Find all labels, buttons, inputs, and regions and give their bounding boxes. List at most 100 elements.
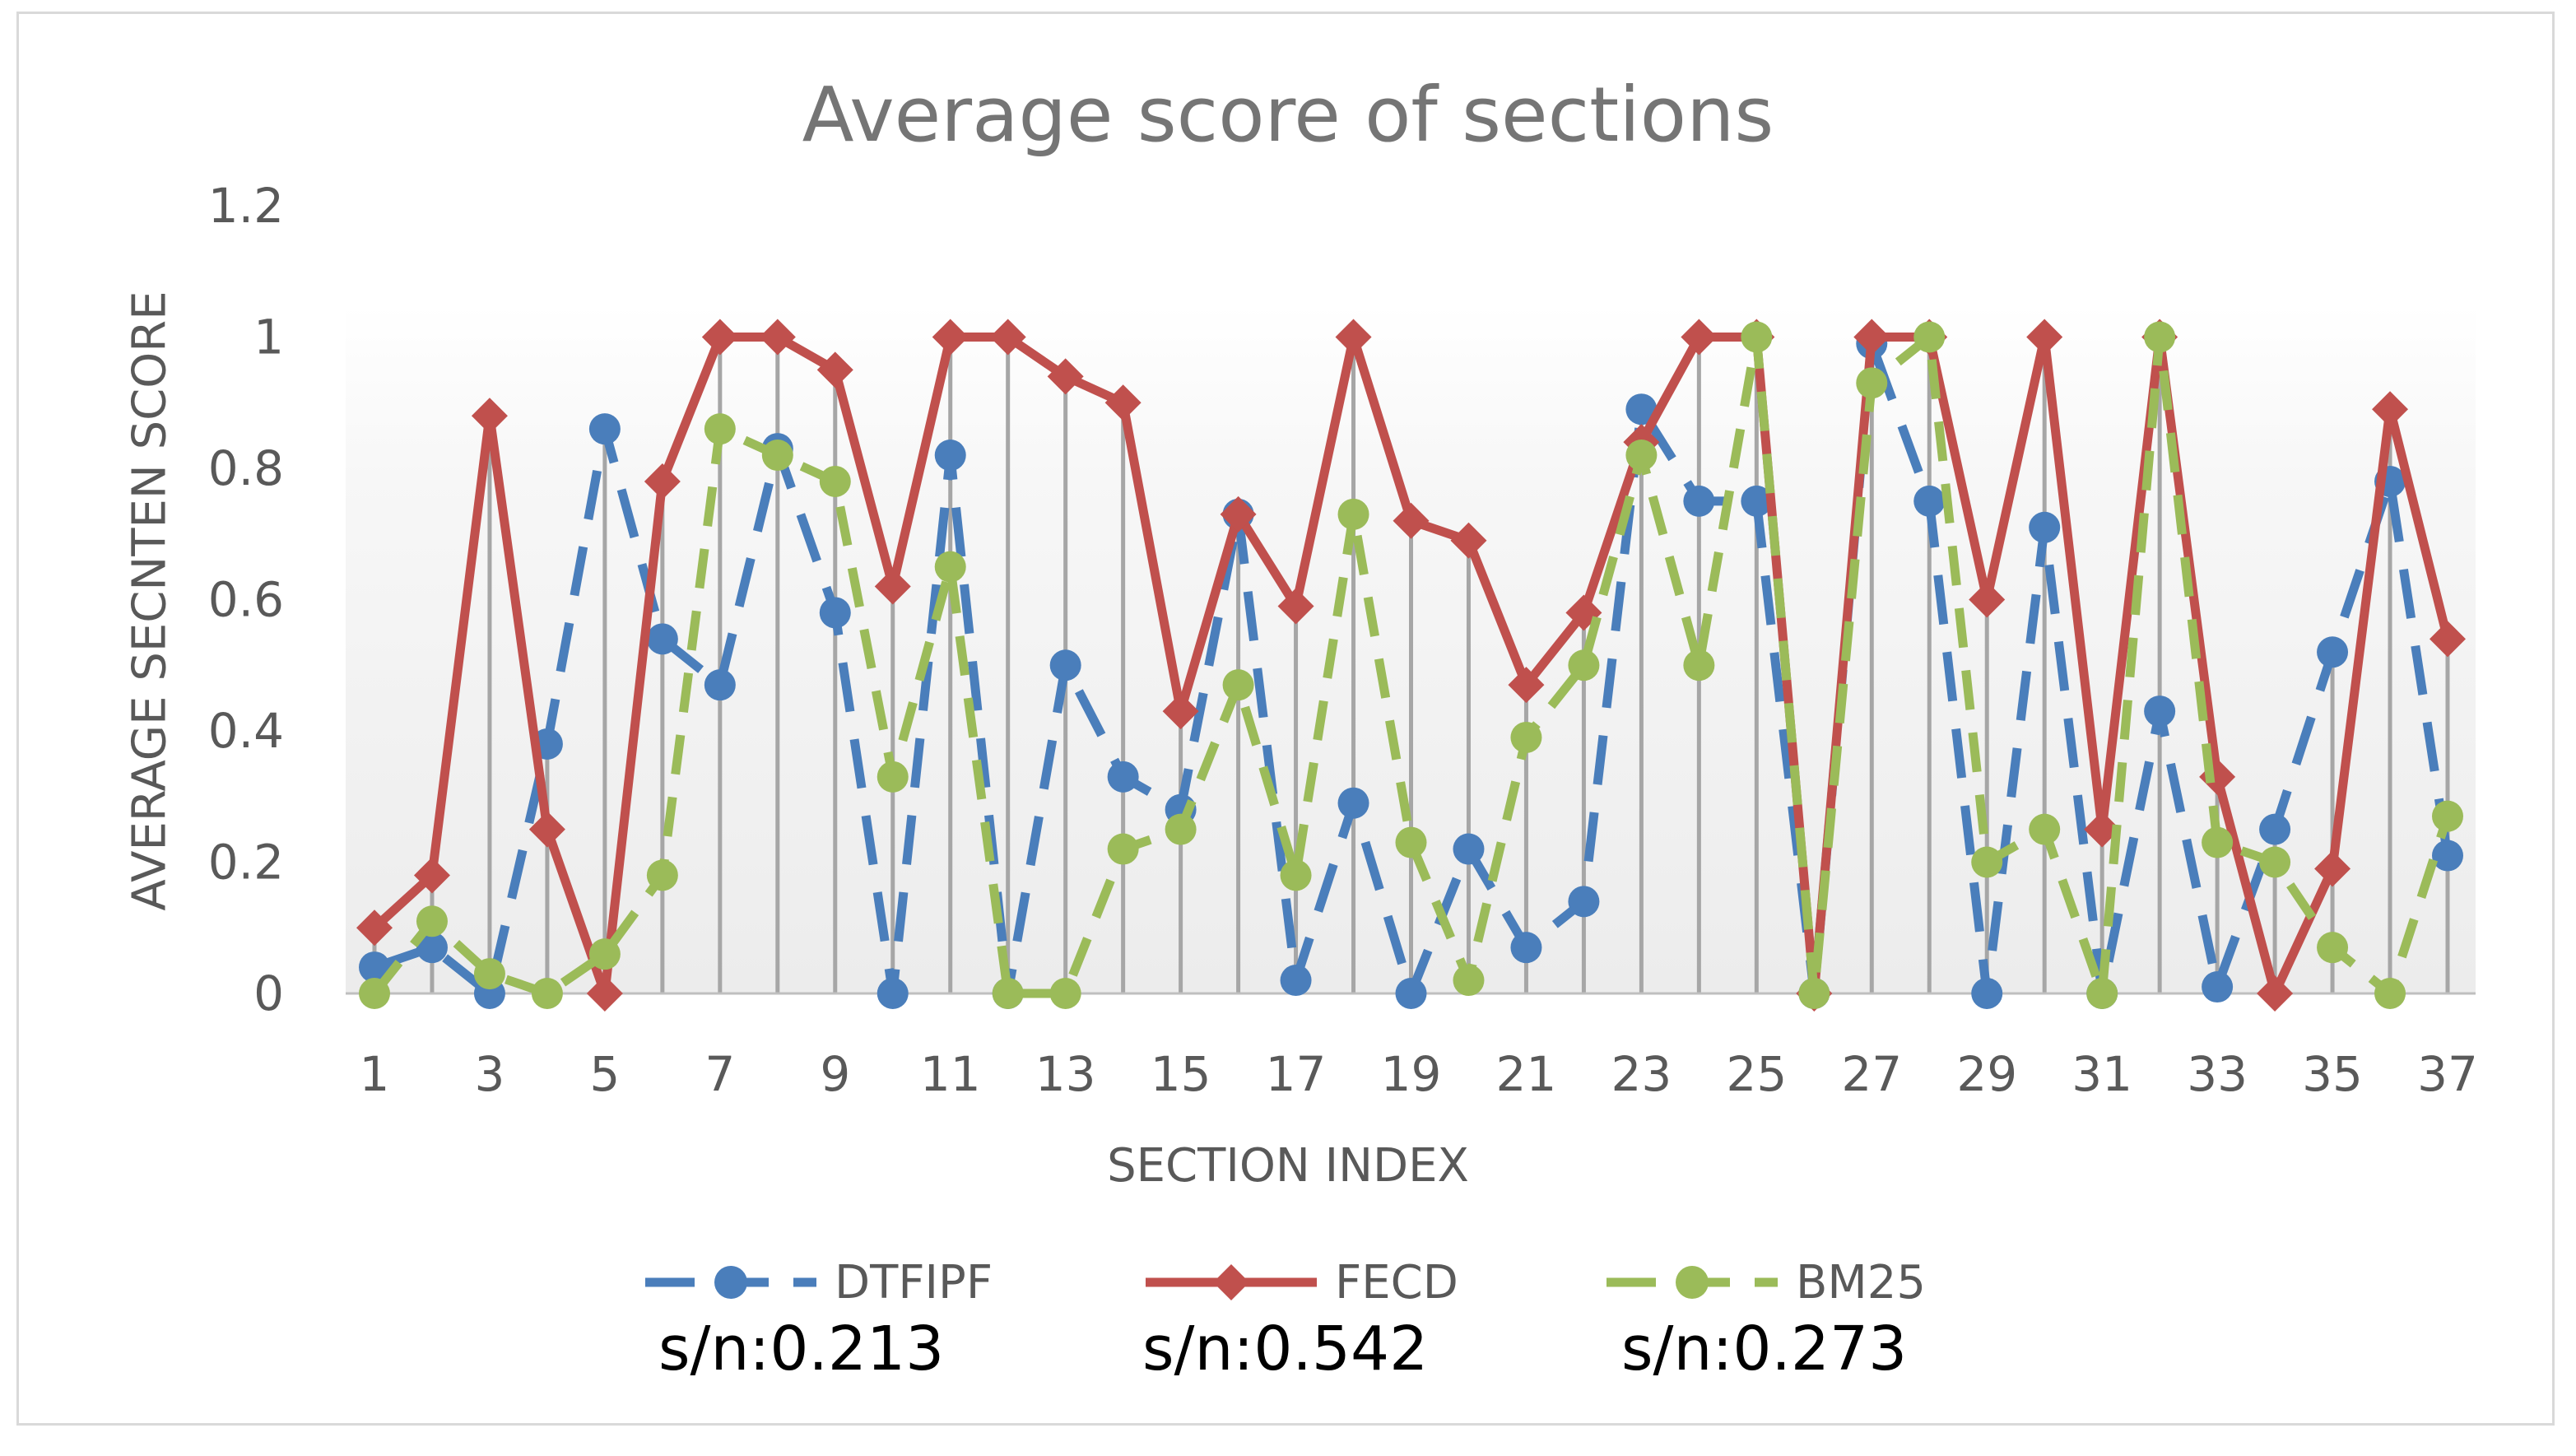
data-point — [1337, 498, 1369, 530]
data-point — [1683, 649, 1715, 681]
x-tick-label: 23 — [1611, 1046, 1672, 1102]
y-tick-label: 0.6 — [208, 572, 284, 628]
legend-item-bm25: BM25 — [1602, 1249, 1926, 1315]
legend-swatch-bm25-icon — [1607, 1266, 1778, 1299]
x-tick-label: 1 — [360, 1046, 390, 1102]
data-point — [934, 551, 966, 583]
data-point — [876, 978, 909, 1009]
x-tick-label: 31 — [2071, 1046, 2132, 1102]
data-point — [1625, 440, 1658, 472]
legend-swatch-dtfipf-icon — [645, 1266, 816, 1299]
data-point — [2372, 391, 2409, 428]
y-tick-label: 1 — [253, 309, 284, 365]
data-point — [1337, 787, 1369, 819]
data-point — [704, 669, 736, 701]
x-tick-label: 15 — [1151, 1046, 1211, 1102]
x-tick-label: 27 — [1841, 1046, 1902, 1102]
data-point — [1165, 813, 1197, 845]
y-tick-label: 1.2 — [208, 178, 284, 234]
x-tick-label: 33 — [2187, 1046, 2248, 1102]
x-tick-label: 9 — [820, 1046, 850, 1102]
data-point — [704, 413, 736, 445]
data-point — [588, 413, 621, 445]
x-ticks: 1 3 5 7 9 11 13 15 17 19 21 23 25 27 29 31 33 35 37 — [360, 1046, 2478, 1102]
data-point — [2374, 978, 2406, 1009]
data-point — [413, 857, 450, 894]
data-point — [1220, 495, 1257, 533]
y-ticks: 0 0.2 0.4 0.6 0.8 1 1.2 — [208, 178, 284, 1021]
data-point — [989, 319, 1026, 356]
data-point — [646, 623, 678, 655]
data-point — [2430, 621, 2466, 658]
chart-frame — [16, 12, 2555, 1426]
data-point — [2317, 636, 2349, 668]
data-point — [473, 958, 505, 990]
data-point — [1395, 826, 1427, 858]
data-point — [2259, 813, 2291, 845]
data-point — [1162, 693, 1199, 730]
data-point — [2202, 971, 2234, 1003]
data-point — [588, 938, 621, 970]
series-layer — [356, 319, 2466, 1012]
data-point — [1568, 649, 1600, 681]
annotation-fecd: s/n:0.542 — [1142, 1314, 1429, 1384]
data-point — [416, 905, 448, 937]
chart-title: Average score of sections — [802, 71, 1774, 159]
x-tick-label: 3 — [474, 1046, 505, 1102]
data-point — [1222, 669, 1254, 701]
data-point — [1971, 846, 2003, 878]
data-point — [356, 909, 393, 947]
data-point — [586, 975, 623, 1012]
data-point — [2086, 978, 2118, 1009]
x-axis-label: SECTION INDEX — [1107, 1139, 1469, 1193]
data-point — [1047, 358, 1084, 395]
data-point — [992, 978, 1024, 1009]
data-point — [2144, 321, 2176, 353]
x-tick-label: 7 — [704, 1046, 735, 1102]
data-point — [531, 978, 563, 1009]
annotation-bm25: s/n:0.273 — [1621, 1314, 1908, 1384]
data-point — [644, 463, 681, 500]
x-tick-label: 13 — [1035, 1046, 1096, 1102]
x-tick-label: 11 — [920, 1046, 981, 1102]
legend-item-dtfipf: DTFIPF — [640, 1249, 993, 1315]
data-point — [2257, 975, 2294, 1012]
data-point — [2432, 800, 2463, 832]
series-fecd — [356, 319, 2466, 1012]
data-point — [1450, 522, 1487, 559]
data-point — [1913, 321, 1946, 353]
data-point — [1049, 978, 1081, 1009]
data-point — [759, 319, 796, 356]
data-point — [1969, 581, 2006, 618]
data-point — [1393, 502, 1430, 539]
data-point — [646, 859, 678, 891]
y-tick-label: 0 — [253, 965, 284, 1021]
x-tick-label: 19 — [1381, 1046, 1442, 1102]
data-point — [1510, 932, 1542, 964]
data-point — [1625, 393, 1658, 426]
series-bm25 — [359, 321, 2463, 1009]
data-point — [416, 932, 448, 964]
data-point — [1049, 649, 1081, 681]
x-tick-label: 25 — [1726, 1046, 1787, 1102]
data-point — [932, 319, 969, 356]
data-point — [1741, 321, 1773, 353]
data-point — [1683, 485, 1715, 517]
data-point — [876, 761, 909, 793]
data-point — [2144, 695, 2176, 728]
y-tick-label: 0.2 — [208, 835, 284, 891]
data-point — [1107, 833, 1139, 865]
data-point — [2314, 850, 2351, 887]
data-point — [2259, 846, 2291, 878]
legend-label-fecd: FECD — [1335, 1255, 1458, 1309]
data-point — [1280, 859, 1312, 891]
data-point — [1280, 965, 1312, 997]
x-tick-label: 21 — [1496, 1046, 1557, 1102]
data-point — [1508, 667, 1545, 704]
data-point — [1568, 886, 1600, 918]
data-point — [1453, 833, 1485, 865]
data-point — [1335, 319, 1372, 356]
data-point — [2029, 511, 2061, 543]
data-point — [471, 398, 508, 435]
